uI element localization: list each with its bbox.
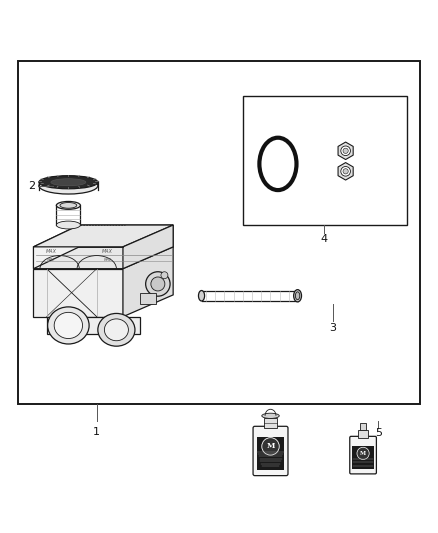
Polygon shape bbox=[338, 163, 353, 180]
Ellipse shape bbox=[60, 203, 77, 208]
Bar bbox=[243, 96, 407, 225]
FancyBboxPatch shape bbox=[350, 437, 376, 474]
Bar bbox=[358, 430, 368, 438]
Circle shape bbox=[341, 146, 350, 156]
Circle shape bbox=[341, 166, 350, 176]
Polygon shape bbox=[33, 225, 173, 269]
Ellipse shape bbox=[198, 290, 205, 301]
Text: 2: 2 bbox=[28, 181, 35, 191]
Text: 3: 3 bbox=[329, 322, 336, 333]
Text: MIN: MIN bbox=[104, 258, 112, 262]
Text: 1: 1 bbox=[93, 427, 100, 438]
Circle shape bbox=[146, 272, 170, 296]
Bar bbox=[141, 293, 155, 304]
Text: 4: 4 bbox=[320, 234, 327, 244]
Bar bbox=[257, 438, 285, 470]
Polygon shape bbox=[123, 225, 173, 269]
Text: M: M bbox=[360, 451, 366, 456]
Text: 5: 5 bbox=[375, 429, 382, 438]
Bar bbox=[264, 418, 277, 428]
Bar bbox=[353, 446, 374, 469]
Ellipse shape bbox=[262, 413, 279, 418]
Text: MIN: MIN bbox=[47, 258, 55, 262]
Polygon shape bbox=[33, 225, 173, 247]
Ellipse shape bbox=[39, 176, 98, 189]
Circle shape bbox=[151, 277, 165, 291]
Ellipse shape bbox=[54, 312, 82, 338]
Ellipse shape bbox=[39, 177, 98, 194]
Polygon shape bbox=[33, 269, 123, 317]
Polygon shape bbox=[338, 142, 353, 159]
Polygon shape bbox=[123, 247, 173, 317]
Text: M: M bbox=[266, 442, 275, 450]
Circle shape bbox=[357, 447, 369, 459]
Ellipse shape bbox=[259, 138, 297, 190]
Bar bbox=[18, 61, 420, 404]
Polygon shape bbox=[33, 247, 173, 269]
Ellipse shape bbox=[57, 221, 81, 229]
Polygon shape bbox=[46, 317, 141, 334]
Ellipse shape bbox=[51, 179, 86, 185]
Text: MAX: MAX bbox=[46, 249, 57, 254]
Bar bbox=[360, 423, 366, 430]
Circle shape bbox=[343, 148, 348, 154]
Circle shape bbox=[343, 169, 348, 174]
Ellipse shape bbox=[104, 319, 128, 341]
Circle shape bbox=[161, 272, 168, 279]
Ellipse shape bbox=[48, 307, 89, 344]
Ellipse shape bbox=[295, 292, 300, 300]
FancyBboxPatch shape bbox=[253, 426, 288, 475]
Ellipse shape bbox=[98, 313, 135, 346]
Text: MAX: MAX bbox=[102, 249, 113, 254]
Ellipse shape bbox=[57, 201, 81, 209]
Ellipse shape bbox=[293, 289, 301, 302]
Circle shape bbox=[262, 438, 279, 455]
